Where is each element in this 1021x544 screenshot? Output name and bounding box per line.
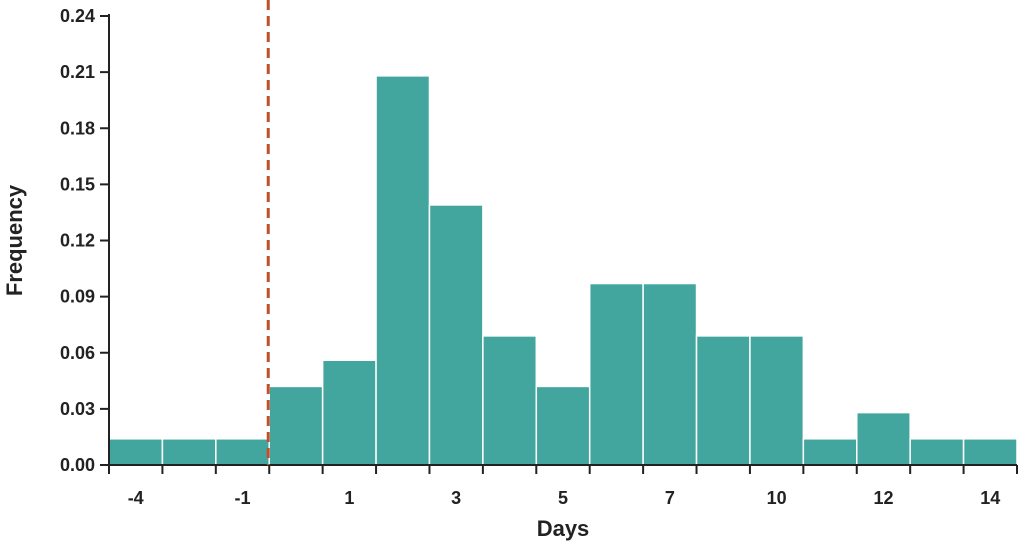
x-tick-label: 3 [451, 488, 461, 508]
x-tick-label: -4 [128, 488, 144, 508]
x-tick-label: 7 [665, 488, 675, 508]
bar [375, 75, 431, 466]
bar [321, 359, 377, 466]
bar [215, 438, 270, 466]
x-tick-label: 1 [344, 488, 354, 508]
x-tick-label: -1 [235, 488, 251, 508]
y-tick-label: 0.21 [60, 62, 95, 82]
bar [535, 385, 591, 466]
bar [482, 335, 538, 466]
bar [749, 335, 805, 466]
y-tick-label: 0.00 [60, 455, 95, 475]
x-tick-label: 12 [873, 488, 893, 508]
y-tick-label: 0.03 [60, 399, 95, 419]
bar [962, 438, 1018, 466]
bar [108, 438, 164, 466]
x-tick-label: 5 [558, 488, 568, 508]
y-tick-label: 0.24 [60, 6, 95, 26]
x-tick-label: 14 [980, 488, 1000, 508]
y-tick-label: 0.06 [60, 343, 95, 363]
bar [268, 385, 324, 466]
bar [588, 282, 644, 466]
y-tick-label: 0.09 [60, 287, 95, 307]
bars-layer [108, 75, 1018, 466]
y-ticks: 0.00 0.03 0.06 0.09 0.12 0.15 0.18 0.21 0.24 [60, 6, 109, 475]
bar [428, 204, 484, 466]
bar [856, 411, 911, 466]
x-tick-label: 10 [767, 488, 787, 508]
bar [909, 438, 965, 466]
x-axis-title: Days [537, 516, 590, 541]
x-ticks: -4 -1 1 3 5 7 10 12 14 [108, 465, 1018, 508]
bar [161, 438, 217, 466]
bar [802, 438, 858, 466]
bar [695, 335, 751, 466]
y-tick-label: 0.15 [60, 174, 95, 194]
y-tick-label: 0.12 [60, 231, 95, 251]
y-axis-title: Frequency [2, 184, 27, 296]
bar [642, 282, 698, 466]
y-tick-label: 0.18 [60, 118, 95, 138]
